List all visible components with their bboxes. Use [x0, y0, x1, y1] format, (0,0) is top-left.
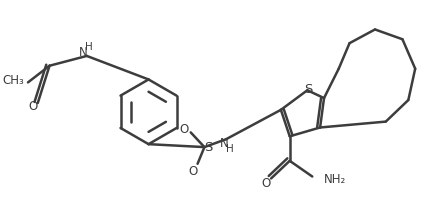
Text: O: O — [188, 165, 197, 178]
Text: H: H — [85, 42, 93, 52]
Text: NH₂: NH₂ — [324, 173, 346, 186]
Text: N: N — [79, 45, 87, 59]
Text: H: H — [226, 144, 234, 154]
Text: O: O — [179, 123, 188, 136]
Text: S: S — [204, 141, 212, 154]
Text: S: S — [304, 83, 312, 96]
Text: N: N — [220, 137, 228, 150]
Text: O: O — [28, 100, 37, 113]
Text: CH₃: CH₃ — [2, 74, 24, 87]
Text: O: O — [261, 177, 271, 190]
